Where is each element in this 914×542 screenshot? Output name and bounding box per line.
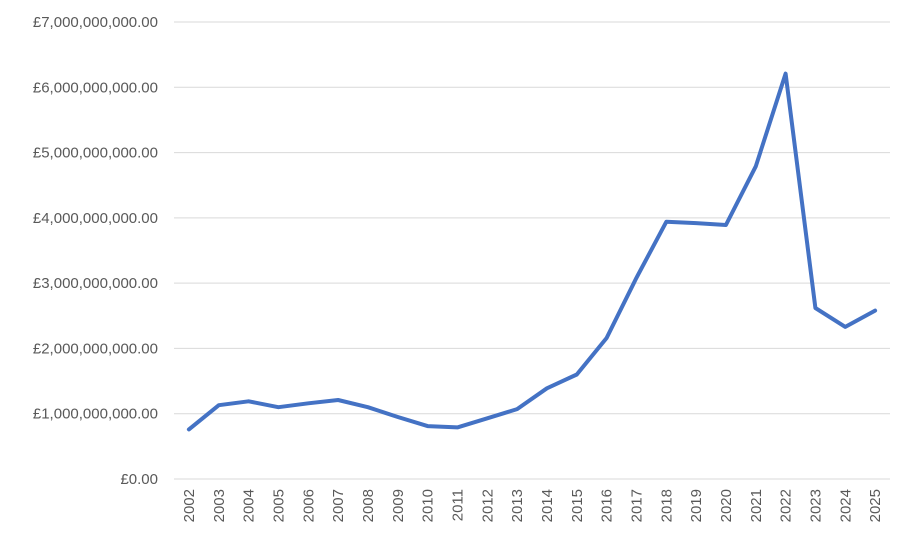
x-tick-label: 2012 bbox=[479, 489, 496, 522]
y-tick-label: £3,000,000,000.00 bbox=[33, 275, 158, 292]
x-tick-label: 2017 bbox=[628, 489, 645, 522]
y-tick-label: £6,000,000,000.00 bbox=[33, 79, 158, 96]
series-layer bbox=[186, 71, 878, 432]
gridlines bbox=[174, 21, 890, 480]
x-tick-label: 2007 bbox=[330, 489, 347, 522]
x-tick-label: 2004 bbox=[241, 489, 258, 522]
x-tick-label: 2019 bbox=[688, 489, 705, 522]
y-tick-label: £0.00 bbox=[120, 471, 158, 488]
x-tick-label: 2011 bbox=[449, 489, 466, 521]
x-tick-label: 2008 bbox=[360, 489, 377, 522]
x-tick-label: 2013 bbox=[509, 489, 526, 522]
x-tick-label: 2025 bbox=[867, 489, 884, 522]
x-axis-tick-labels: 2002 2003 2004 2005 2006 2007 2008 2009 2010 2011… bbox=[181, 489, 884, 522]
x-tick-label: 2003 bbox=[211, 489, 228, 522]
y-tick-label: £4,000,000,000.00 bbox=[33, 210, 158, 227]
x-tick-label: 2016 bbox=[599, 489, 616, 522]
y-tick-label: £5,000,000,000.00 bbox=[33, 145, 158, 162]
y-axis-tick-labels: £0.00 £1,000,000,000.00 £2,000,000,000.00 £… bbox=[33, 14, 158, 488]
series-line bbox=[186, 71, 878, 432]
x-tick-label: 2018 bbox=[658, 489, 675, 522]
x-tick-label: 2014 bbox=[539, 489, 556, 522]
x-tick-label: 2024 bbox=[837, 489, 854, 522]
y-tick-label: £1,000,000,000.00 bbox=[33, 406, 158, 423]
x-tick-label: 2010 bbox=[420, 489, 437, 522]
x-tick-label: 2005 bbox=[270, 489, 287, 522]
x-tick-label: 2006 bbox=[300, 489, 317, 522]
x-tick-label: 2021 bbox=[748, 489, 765, 522]
y-tick-label: £7,000,000,000.00 bbox=[33, 14, 158, 31]
x-tick-label: 2023 bbox=[807, 489, 824, 522]
x-tick-label: 2002 bbox=[181, 489, 198, 522]
x-tick-label: 2022 bbox=[778, 489, 795, 522]
y-tick-label: £2,000,000,000.00 bbox=[33, 340, 158, 357]
x-tick-label: 2009 bbox=[390, 489, 407, 522]
x-tick-label: 2020 bbox=[718, 489, 735, 522]
x-tick-label: 2015 bbox=[569, 489, 586, 522]
